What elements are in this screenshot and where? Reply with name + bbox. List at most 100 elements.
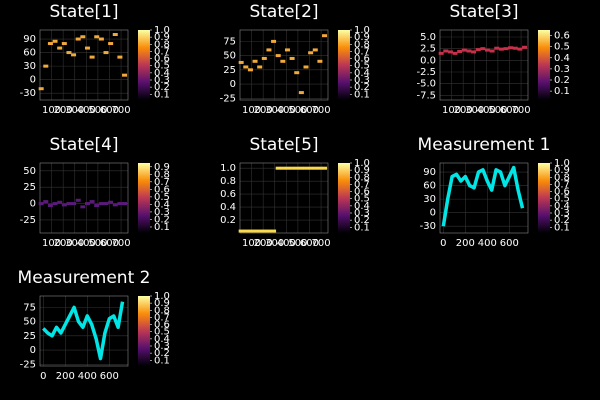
colorbar-tick-label: 0.6 bbox=[154, 184, 170, 195]
x-tick-label: 400 bbox=[277, 105, 296, 116]
colorbar-tick-label: 0.2 bbox=[154, 82, 170, 93]
x-tick-label: 600 bbox=[300, 238, 319, 249]
heatmap-cell bbox=[289, 56, 295, 60]
plot-frame bbox=[39, 295, 129, 367]
heatmap-cell bbox=[294, 71, 300, 75]
heatmap-cell bbox=[252, 59, 258, 63]
heatmap-cell bbox=[503, 47, 509, 51]
heatmap-cell bbox=[275, 54, 281, 58]
colorbar-tick-label: 1.0 bbox=[354, 25, 370, 36]
heatmap-cell bbox=[522, 45, 528, 49]
heatmap-cell bbox=[475, 48, 481, 52]
heatmap-cell bbox=[471, 50, 477, 54]
heatmap-cell bbox=[317, 166, 323, 170]
colorbar-tick-label: 0.8 bbox=[154, 305, 170, 316]
panel-title: State[3] bbox=[449, 2, 518, 22]
y-tick-label: 25 bbox=[223, 65, 236, 76]
heatmap-cell bbox=[117, 202, 123, 206]
colorbar-tick-label: 0.3 bbox=[554, 64, 570, 75]
y-tick-label: 0 bbox=[30, 75, 36, 86]
y-tick-label: 0.8 bbox=[220, 176, 236, 187]
colorbar-tick-label: 0.3 bbox=[154, 207, 170, 218]
colorbar-tick-label: 0.1 bbox=[354, 89, 370, 100]
colorbar-tick-label: 0.5 bbox=[554, 42, 570, 53]
x-tick-label: 500 bbox=[488, 105, 507, 116]
heatmap-cell bbox=[52, 202, 58, 206]
y-tick-label: 90 bbox=[423, 167, 436, 178]
colorbar-tick-label: 0.4 bbox=[154, 199, 170, 210]
y-tick-label: 90 bbox=[23, 34, 36, 45]
y-tick-label: -5.0 bbox=[416, 79, 436, 90]
y-tick-label: -25 bbox=[20, 215, 36, 226]
panel-title: State[5] bbox=[249, 135, 318, 155]
heatmap-cell bbox=[308, 51, 314, 55]
heatmap-cell bbox=[243, 65, 249, 69]
line bbox=[441, 165, 525, 227]
heatmap-cell bbox=[284, 166, 290, 170]
y-tick-label: 0 bbox=[30, 345, 36, 356]
line bbox=[42, 301, 125, 361]
colorbar-tick-label: 0.1 bbox=[154, 222, 170, 233]
heatmap-cell bbox=[75, 37, 81, 41]
y-tick-label: 30 bbox=[23, 61, 36, 72]
colorbar-tick-label: 0.6 bbox=[154, 320, 170, 331]
heatmap-cell bbox=[52, 39, 58, 43]
x-tick-label: 200 bbox=[254, 238, 273, 249]
plot-frame bbox=[39, 29, 129, 101]
colorbar-tick-label: 0.5 bbox=[354, 194, 370, 205]
heatmap-cell bbox=[247, 68, 253, 72]
colorbar-tick-label: 0.7 bbox=[154, 312, 170, 323]
y-tick-label: 0 bbox=[30, 199, 36, 210]
heatmap-cell bbox=[252, 229, 258, 233]
colorbar-tick-label: 0.4 bbox=[354, 201, 370, 212]
y-tick-label: 0 bbox=[230, 79, 236, 90]
heatmap-cell bbox=[61, 42, 67, 46]
colorbar-tick-label: 0.4 bbox=[554, 201, 570, 212]
colorbar-tick-label: 0.4 bbox=[154, 334, 170, 345]
colorbar-tick-label: 0.4 bbox=[354, 68, 370, 79]
heatmap-cell bbox=[57, 200, 63, 204]
y-tick-label: -2.5 bbox=[416, 67, 436, 78]
heatmap-cell bbox=[84, 202, 90, 206]
x-tick-label: 200 bbox=[54, 105, 73, 116]
heatmap-cell bbox=[280, 59, 286, 63]
plot-frame bbox=[239, 162, 329, 234]
colorbar bbox=[538, 163, 550, 233]
x-tick-label: 200 bbox=[54, 238, 73, 249]
heatmap-cell bbox=[66, 202, 72, 206]
heatmap-cell bbox=[447, 50, 453, 54]
colorbar-tick-label: 0.7 bbox=[354, 46, 370, 57]
heatmap-cell bbox=[298, 91, 304, 95]
panel-title: Measurement 1 bbox=[418, 135, 551, 155]
colorbar-tick-label: 0.1 bbox=[154, 355, 170, 366]
heatmap-cell bbox=[103, 51, 109, 55]
heatmap-cell bbox=[261, 56, 267, 60]
x-tick-label: 700 bbox=[112, 105, 131, 116]
colorbar-tick-label: 0.6 bbox=[154, 54, 170, 65]
x-tick-label: 600 bbox=[300, 105, 319, 116]
panel-title: State[1] bbox=[49, 2, 118, 22]
x-tick-label: 100 bbox=[42, 105, 61, 116]
heatmap-cell bbox=[322, 166, 328, 170]
heatmap-cell bbox=[112, 203, 118, 207]
heatmap-cell bbox=[98, 37, 104, 41]
colorbar-tick-label: 0.1 bbox=[154, 89, 170, 100]
heatmap-cell bbox=[98, 202, 104, 206]
colorbar-tick-label: 0.3 bbox=[154, 341, 170, 352]
colorbar bbox=[138, 163, 150, 233]
colorbar-tick-label: 0.2 bbox=[354, 82, 370, 93]
heatmap-cell bbox=[294, 166, 300, 170]
x-tick-label: 400 bbox=[78, 371, 97, 382]
y-tick-label: 60 bbox=[423, 181, 436, 192]
x-tick-label: 600 bbox=[500, 238, 519, 249]
heatmap-cell bbox=[257, 229, 263, 233]
heatmap-cell bbox=[494, 46, 500, 50]
heatmap-cell bbox=[517, 47, 523, 51]
heatmap-cell bbox=[266, 229, 272, 233]
plot-frame bbox=[439, 162, 529, 234]
colorbar-tick-label: 0.1 bbox=[354, 222, 370, 233]
colorbar-tick-label: 0.3 bbox=[354, 208, 370, 219]
y-tick-label: 0.0 bbox=[420, 55, 436, 66]
y-tick-label: 25 bbox=[23, 331, 36, 342]
colorbar-tick-label: 0.1 bbox=[554, 86, 570, 97]
